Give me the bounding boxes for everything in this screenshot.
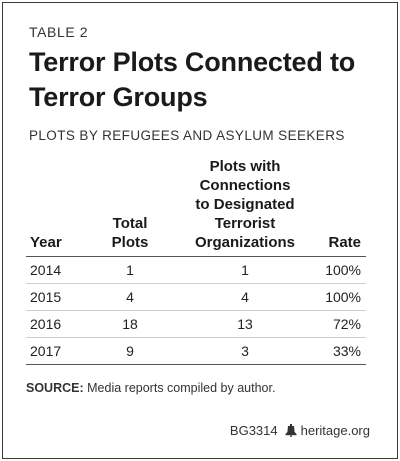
header-rate: Rate: [328, 234, 361, 251]
cell-rate: 72%: [332, 316, 361, 332]
table-row: 2017 9 3 33%: [26, 338, 366, 365]
header-plots-line3: to Designated: [195, 196, 295, 213]
source-text: Media reports compiled by author.: [87, 381, 276, 395]
cell-connected: 13: [237, 316, 253, 332]
header-total-line2: Plots: [111, 234, 149, 251]
cell-year: 2017: [30, 343, 62, 359]
header-connected-plots: Plots with Connections to Designated Ter…: [180, 157, 310, 252]
footer: BG3314 heritage.org: [230, 423, 370, 438]
header-total-line1: Total: [112, 215, 148, 232]
cell-year: 2016: [30, 316, 62, 332]
cell-total: 1: [126, 262, 134, 278]
cell-rate: 33%: [332, 343, 361, 359]
cell-year: 2015: [30, 289, 62, 305]
cell-connected: 4: [241, 289, 249, 305]
cell-total: 18: [122, 316, 138, 332]
source-label: SOURCE:: [26, 381, 84, 395]
report-code: BG3314: [229, 423, 278, 438]
table-body: 2014 1 1 100% 2015 4 4 100% 2016 18 13 7…: [26, 257, 366, 365]
table-title: Terror Plots Connected to Terror Groups: [29, 47, 356, 112]
header-plots-line4: Terrorist: [214, 215, 276, 232]
table-row: 2015 4 4 100%: [26, 284, 366, 311]
cell-rate: 100%: [325, 262, 361, 278]
cell-total: 4: [126, 289, 134, 305]
header-year: Year: [30, 234, 62, 251]
header-plots-line2: Connections: [199, 177, 291, 194]
header-plots-line1: Plots with: [209, 158, 281, 175]
site-link[interactable]: heritage.org: [300, 423, 370, 438]
liberty-bell-icon: [285, 424, 297, 437]
source-note: SOURCE: Media reports compiled by author…: [26, 381, 275, 395]
cell-rate: 100%: [325, 289, 361, 305]
table-bottom-divider: [26, 364, 366, 365]
table-subtitle: PLOTS BY REFUGEES AND ASYLUM SEEKERS: [29, 128, 345, 143]
header-divider: [26, 256, 366, 257]
table-row: 2014 1 1 100%: [26, 257, 366, 284]
cell-connected: 1: [241, 262, 249, 278]
cell-total: 9: [126, 343, 134, 359]
table-row: 2016 18 13 72%: [26, 311, 366, 338]
cell-connected: 3: [241, 343, 249, 359]
cell-year: 2014: [30, 262, 62, 278]
header-total-plots: Total Plots: [95, 214, 165, 252]
header-plots-line5: Organizations: [194, 234, 295, 251]
table-label: TABLE 2: [29, 24, 89, 40]
